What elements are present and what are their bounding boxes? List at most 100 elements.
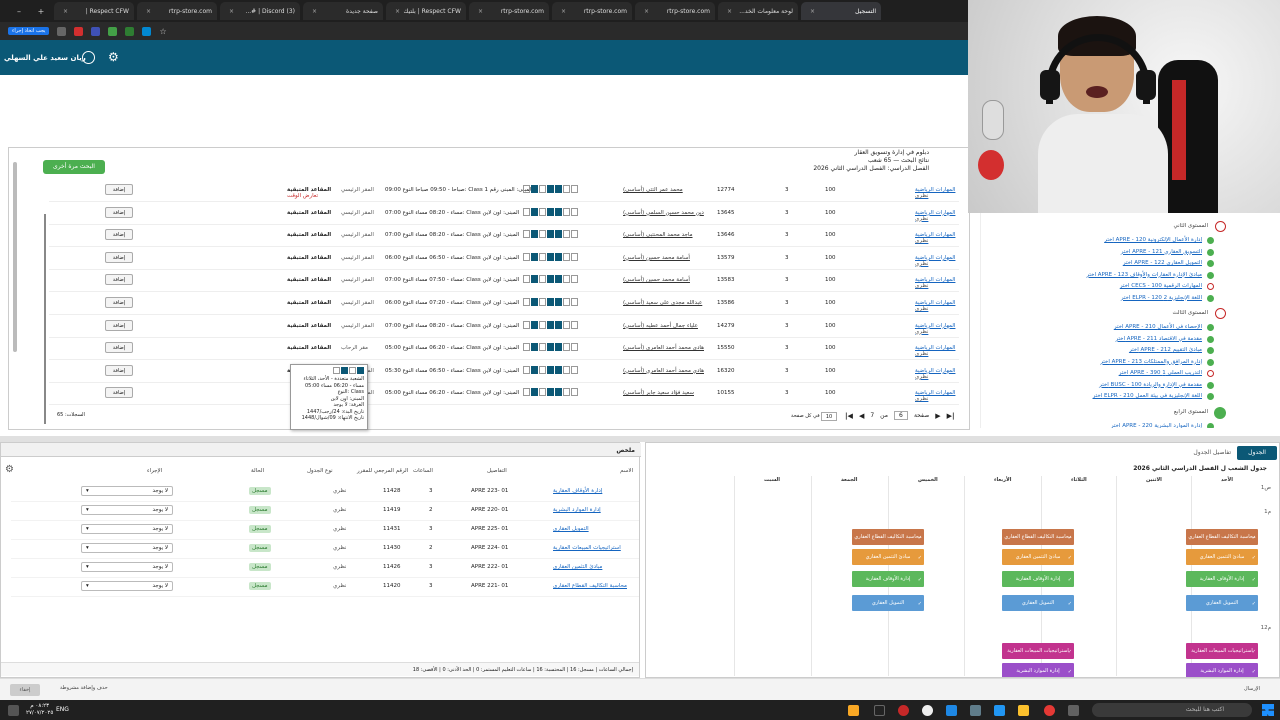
summary-row[interactable]: التمويل العقاري APRE 225- 01 3 11431 نظري مسج… [11,521,639,540]
schedule-block[interactable]: التمويل العقاري ✓ [1186,595,1258,611]
window-minimize-icon[interactable]: – [17,6,21,16]
section-row[interactable]: إضافة المقاعد المتبقية مقر الرحاب 05:00 مسا… [49,338,959,361]
extension-icon[interactable] [108,26,118,36]
add-section-button[interactable]: إضافة [105,229,133,241]
extension-icon[interactable] [142,26,152,36]
close-tab-icon[interactable]: × [312,7,318,15]
add-section-button[interactable]: إضافة [105,274,133,286]
browser-tab[interactable]: rtrp-store.com × [469,2,549,20]
conditional-drop-add-checkbox[interactable]: حذف وإضافة مشروطة [60,685,108,691]
add-section-button[interactable]: إضافة [105,364,133,376]
course-name-link[interactable]: مبادئ التثمين العقاري [553,564,603,570]
course-title-link[interactable]: المهارات الرياضية نظري [915,277,956,290]
schedule-block[interactable]: محاسبة التكاليف القطاع العقاري ✓ [852,529,924,545]
extension-icon[interactable] [91,26,101,36]
action-select[interactable]: لا يوجد ▾ [81,581,173,591]
app-icon[interactable] [922,705,933,716]
schedule-block[interactable]: محاسبة التكاليف القطاع العقاري ✓ [1186,529,1258,545]
summary-row[interactable]: إدارة الأوقاف العقارية APRE 223- 01 3 11428… [11,483,639,502]
schedule-block[interactable]: التمويل العقاري ✓ [852,595,924,611]
settings-gear-icon[interactable]: ⚙ [108,50,119,64]
course-title-link[interactable]: المهارات الرياضية نظري [915,232,956,245]
hide-button[interactable]: إخفاء [10,684,40,696]
results-scrollbar[interactable] [44,214,46,424]
folder-icon[interactable] [1018,705,1029,716]
first-page-icon[interactable]: |◀ [845,411,853,420]
schedule-block[interactable]: استراتيجيات المبيعات العقارية ✓ [1186,643,1258,659]
last-page-icon[interactable]: ▶| [946,411,955,420]
app-icon[interactable] [970,705,981,716]
taskbar-search[interactable]: اكتب هنا للبحث [1092,703,1252,717]
language-indicator[interactable]: ENG [56,706,69,713]
browser-icon[interactable] [1044,705,1055,716]
plan-course-link[interactable]: اختر APRE - 122 التمويل العقاري [1122,260,1202,266]
instructor-link[interactable]: دين محمد حسين السلمي (أساسي) [623,209,704,216]
star-icon[interactable]: ☆ [159,26,167,36]
plan-course-link[interactable]: اختر APRE - 123 مبادئ الإدارة العقارات و… [1086,271,1202,278]
course-title-link[interactable]: المهارات الرياضية نظري [915,322,956,335]
summary-row[interactable]: استراتيجيات المبيعات العقارية APRE 224- 0… [11,540,639,559]
browser-tab[interactable]: صفحة جديدة × [303,2,383,20]
extension-icon[interactable] [57,26,67,36]
close-tab-icon[interactable]: × [810,7,816,15]
section-row[interactable]: إضافة المقاعد المتبقية المقر الرئيسي 06:00 … [49,293,959,315]
next-page-icon[interactable]: ▶ [935,411,941,420]
schedule-block[interactable]: استراتيجيات المبيعات العقارية ✓ [1002,643,1074,659]
plan-course-link[interactable]: اختر APRE - 390 التدريب العملي 1 [1118,370,1202,376]
browser-tab[interactable]: Respect CFW | × [54,2,134,20]
close-tab-icon[interactable]: × [478,7,484,15]
plan-course-link[interactable]: اختر APRE - 120 إدارة الأعمال الإلكتروني… [1104,237,1202,243]
close-tab-icon[interactable]: × [146,7,152,15]
add-section-button[interactable]: إضافة [105,319,133,331]
schedule-block[interactable]: مبادئ التثمين العقاري ✓ [852,549,924,565]
schedule-block[interactable]: إدارة الأوقاف العقارية ✓ [852,571,924,587]
extension-icon[interactable] [125,26,135,36]
schedule-block[interactable]: التمويل العقاري ✓ [1002,595,1074,611]
add-section-button[interactable]: إضافة [105,297,133,308]
schedule-block[interactable]: مبادئ التثمين العقاري ✓ [1186,549,1258,565]
plan-course-link[interactable]: اختر APRE - 210 الإحصاء في الأعمال [1113,324,1202,330]
course-name-link[interactable]: إدارة الموارد البشرية [553,507,601,513]
summary-row[interactable]: مبادئ التثمين العقاري APRE 222- 01 3 11426 ن… [11,559,639,578]
add-section-button[interactable]: إضافة [105,342,133,354]
section-row[interactable]: إضافة المقاعد المتبقية المقر الرئيسي 07:00 … [49,203,959,225]
schedule-block[interactable]: إدارة الأوقاف العقارية ✓ [1186,571,1258,587]
panel-scrollbar[interactable] [13,162,17,352]
summary-gear-icon[interactable]: ⚙ [5,464,14,475]
course-title-link[interactable]: المهارات الرياضية نظري [915,367,956,380]
action-select[interactable]: لا يوجد ▾ [81,524,173,534]
close-tab-icon[interactable]: × [63,7,69,15]
windows-start-icon[interactable] [1262,704,1274,716]
app-icon[interactable] [994,705,1005,716]
schedule-block[interactable]: إدارة الموارد البشرية ✓ [1186,663,1258,677]
browser-tab[interactable]: rtrp-store.com × [137,2,217,20]
user-avatar-icon[interactable] [82,51,95,64]
section-row[interactable]: إضافةالمقر الرئيسي05:00 مساء - 06:20 مسا… [49,383,959,406]
browser-tab[interactable]: rtrp-store.com × [552,2,632,20]
submit-label[interactable]: الإرسال [1243,686,1260,692]
summary-row[interactable]: إدارة الموارد البشرية APRE 220- 01 2 11419 ن… [11,502,639,521]
instructor-link[interactable]: عبدالله مجدي علي سعيد (أساسي) [623,300,703,306]
instructor-link[interactable]: محمد عمر التتي (أساسي) [623,187,683,193]
course-name-link[interactable]: استراتيجيات المبيعات العقارية [553,545,621,551]
action-select[interactable]: لا يوجد ▾ [81,543,173,553]
panel-divider[interactable] [0,436,1280,442]
plan-course-link[interactable]: اختر APRE - 211 مقدمة في الاقتصاد [1115,335,1202,342]
prev-page-icon[interactable]: ◀ [858,411,865,420]
add-section-button[interactable]: إضافة [105,387,133,399]
extension-icon[interactable] [74,26,84,36]
tab-schedule-details[interactable]: تفاصيل الجدول [1193,449,1231,456]
section-row[interactable]: إضافة المقاعد المتبقية المقر الرئيسي 07:00 … [49,316,959,338]
plan-course-link[interactable]: اختر ELPR - 120 اللغة الإنجليزية 2 [1120,294,1202,301]
user-name[interactable]: ريان سعيد علي السهلي [4,54,86,62]
close-tab-icon[interactable]: × [561,7,567,15]
notification-icon[interactable] [8,705,19,716]
browser-tab[interactable]: Respect CFW | بلتيك × [386,2,466,20]
action-select[interactable]: لا يوجد ▾ [81,486,173,496]
plan-course-link[interactable]: اختر APRE - 213 إدارة المرافق والممتلكات [1100,358,1202,365]
instructor-link[interactable]: سعيد فؤاد سعيد جابر (أساسي) [623,390,694,397]
plan-course-link[interactable]: اختر CECS - 100 المهارات الرقمية [1119,283,1202,289]
course-title-link[interactable]: المهارات الرياضية نظري [915,187,956,199]
plan-course-link[interactable]: اختر APRE - 220 إدارة الموارد البشرية [1110,422,1202,429]
